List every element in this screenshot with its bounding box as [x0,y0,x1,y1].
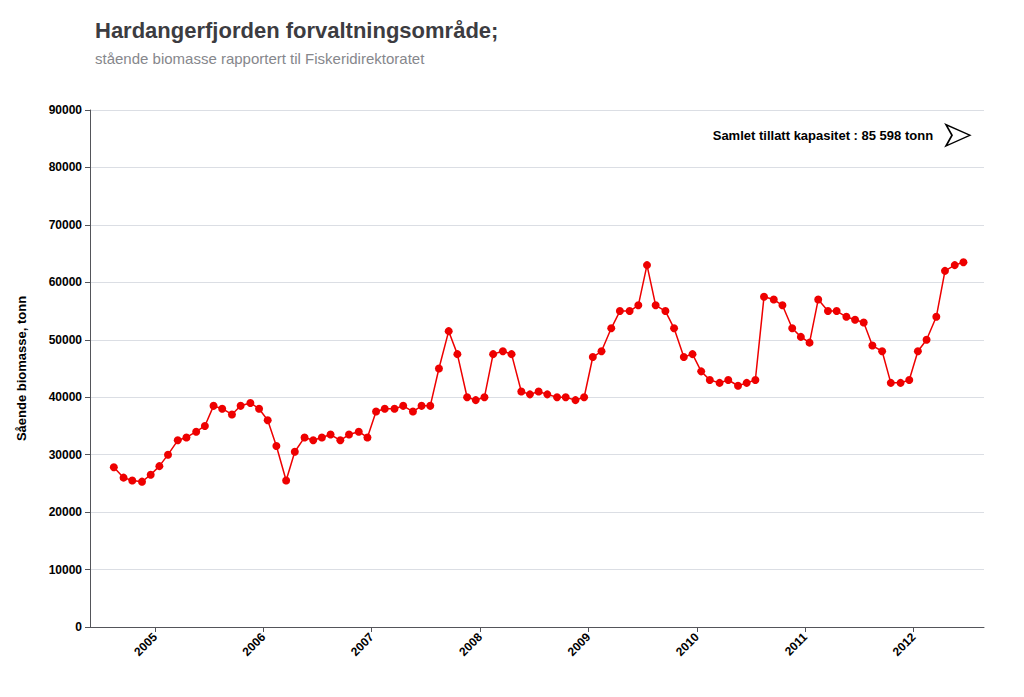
svg-text:2009: 2009 [565,630,594,659]
svg-text:Samlet tillatt kapasitet : 85: Samlet tillatt kapasitet : 85 598 tonn [713,128,933,143]
svg-text:2012: 2012 [890,630,919,659]
svg-text:10000: 10000 [49,563,83,577]
svg-text:2006: 2006 [240,630,269,659]
svg-text:70000: 70000 [49,218,83,232]
svg-text:2008: 2008 [456,630,485,659]
svg-text:60000: 60000 [49,275,83,289]
svg-text:90000: 90000 [49,103,83,117]
svg-text:Sående biomasse, tonn: Sående biomasse, tonn [14,296,29,441]
svg-text:0: 0 [75,620,82,634]
svg-text:2007: 2007 [348,630,377,659]
svg-text:40000: 40000 [49,390,83,404]
svg-text:50000: 50000 [49,333,83,347]
svg-text:2010: 2010 [673,630,702,659]
svg-text:stående biomasse rapportert ti: stående biomasse rapportert til Fiskerid… [95,50,425,67]
svg-text:20000: 20000 [49,505,83,519]
svg-text:30000: 30000 [49,448,83,462]
svg-text:Hardangerfjorden forvaltningso: Hardangerfjorden forvaltningsområde; [95,18,498,43]
svg-text:2011: 2011 [782,630,811,659]
svg-text:80000: 80000 [49,160,83,174]
svg-text:2005: 2005 [131,630,160,659]
